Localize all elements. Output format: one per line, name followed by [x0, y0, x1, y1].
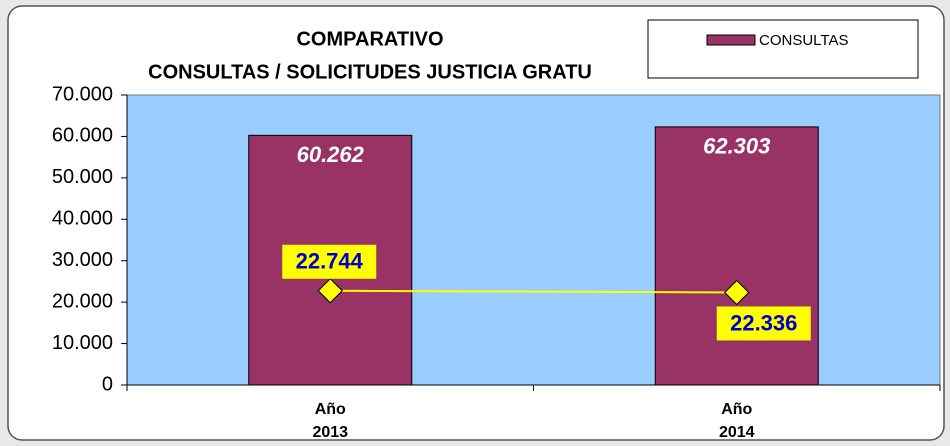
bar-value-label: 60.262	[297, 142, 365, 167]
y-tick-label: 20.000	[52, 290, 113, 312]
bar	[654, 126, 819, 386]
line-label-box	[716, 306, 811, 341]
line-value-label: 22.336	[730, 310, 797, 335]
y-tick-label: 0	[102, 373, 113, 395]
bar-value-label: 62.303	[703, 134, 770, 159]
chart-subtitle: CONSULTAS / SOLICITUDES JUSTICIA GRATU	[148, 61, 592, 83]
line-marker	[317, 278, 343, 304]
y-tick-label: 10.000	[52, 332, 113, 354]
y-tick-label: 70.000	[52, 83, 113, 105]
chart-title: COMPARATIVO	[296, 28, 443, 50]
line-label-box	[282, 244, 377, 279]
line-value-label: 22.744	[296, 249, 364, 274]
x-tick-label: Año 2014	[718, 401, 755, 441]
legend-swatch	[706, 34, 756, 46]
x-tick-label: Año 2013	[312, 401, 349, 441]
line-marker	[724, 279, 750, 306]
y-tick-label: 30.000	[52, 249, 113, 271]
line	[330, 289, 737, 294]
y-tick-label: 60.000	[52, 125, 113, 147]
y-tick-label: 40.000	[52, 208, 113, 230]
legend-box	[647, 19, 919, 79]
legend-label: CONSULTAS	[759, 32, 848, 49]
y-tick-label: 50.000	[52, 166, 113, 188]
